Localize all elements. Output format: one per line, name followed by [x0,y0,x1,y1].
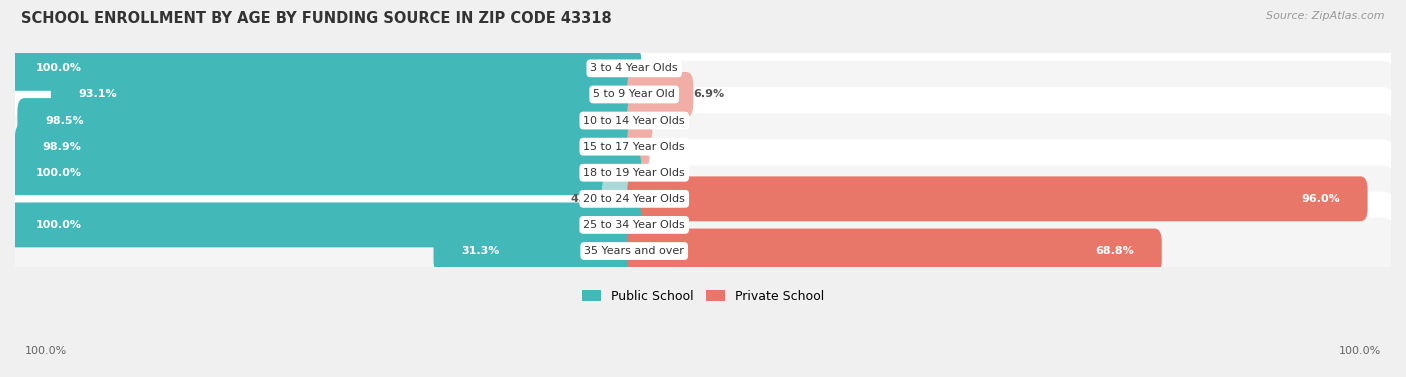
FancyBboxPatch shape [11,113,1395,180]
Text: 25 to 34 Year Olds: 25 to 34 Year Olds [583,220,685,230]
FancyBboxPatch shape [627,72,693,117]
Text: Source: ZipAtlas.com: Source: ZipAtlas.com [1267,11,1385,21]
FancyBboxPatch shape [11,192,1395,258]
FancyBboxPatch shape [15,124,641,169]
Text: 6.9%: 6.9% [693,89,724,100]
FancyBboxPatch shape [627,228,1161,273]
Text: SCHOOL ENROLLMENT BY AGE BY FUNDING SOURCE IN ZIP CODE 43318: SCHOOL ENROLLMENT BY AGE BY FUNDING SOUR… [21,11,612,26]
Text: 98.5%: 98.5% [45,115,83,126]
Text: 1.1%: 1.1% [650,142,681,152]
Text: 1.5%: 1.5% [652,115,683,126]
Text: 3 to 4 Year Olds: 3 to 4 Year Olds [591,63,678,74]
Text: 31.3%: 31.3% [461,246,499,256]
Text: 10 to 14 Year Olds: 10 to 14 Year Olds [583,115,685,126]
Text: 18 to 19 Year Olds: 18 to 19 Year Olds [583,168,685,178]
FancyBboxPatch shape [11,139,1395,206]
Text: 15 to 17 Year Olds: 15 to 17 Year Olds [583,142,685,152]
FancyBboxPatch shape [602,176,641,221]
Text: 35 Years and over: 35 Years and over [585,246,685,256]
Text: 100.0%: 100.0% [1339,346,1381,356]
Text: 0.0%: 0.0% [641,63,672,74]
FancyBboxPatch shape [433,228,641,273]
Text: 68.8%: 68.8% [1095,246,1135,256]
FancyBboxPatch shape [627,176,1368,221]
Text: 100.0%: 100.0% [35,168,82,178]
Text: 100.0%: 100.0% [35,220,82,230]
FancyBboxPatch shape [8,150,641,195]
Text: 93.1%: 93.1% [79,89,117,100]
Text: 100.0%: 100.0% [25,346,67,356]
FancyBboxPatch shape [17,98,641,143]
Text: 5 to 9 Year Old: 5 to 9 Year Old [593,89,675,100]
FancyBboxPatch shape [11,35,1395,102]
FancyBboxPatch shape [11,218,1395,284]
Text: 0.0%: 0.0% [641,220,672,230]
Legend: Public School, Private School: Public School, Private School [576,285,830,308]
Text: 0.0%: 0.0% [641,168,672,178]
FancyBboxPatch shape [11,61,1395,128]
FancyBboxPatch shape [11,87,1395,154]
FancyBboxPatch shape [8,202,641,247]
Text: 98.9%: 98.9% [42,142,82,152]
FancyBboxPatch shape [51,72,641,117]
Text: 20 to 24 Year Olds: 20 to 24 Year Olds [583,194,685,204]
FancyBboxPatch shape [11,166,1395,232]
FancyBboxPatch shape [627,124,650,169]
Text: 4.1%: 4.1% [571,194,602,204]
Text: 100.0%: 100.0% [35,63,82,74]
Text: 96.0%: 96.0% [1302,194,1340,204]
FancyBboxPatch shape [8,46,641,91]
FancyBboxPatch shape [627,98,652,143]
